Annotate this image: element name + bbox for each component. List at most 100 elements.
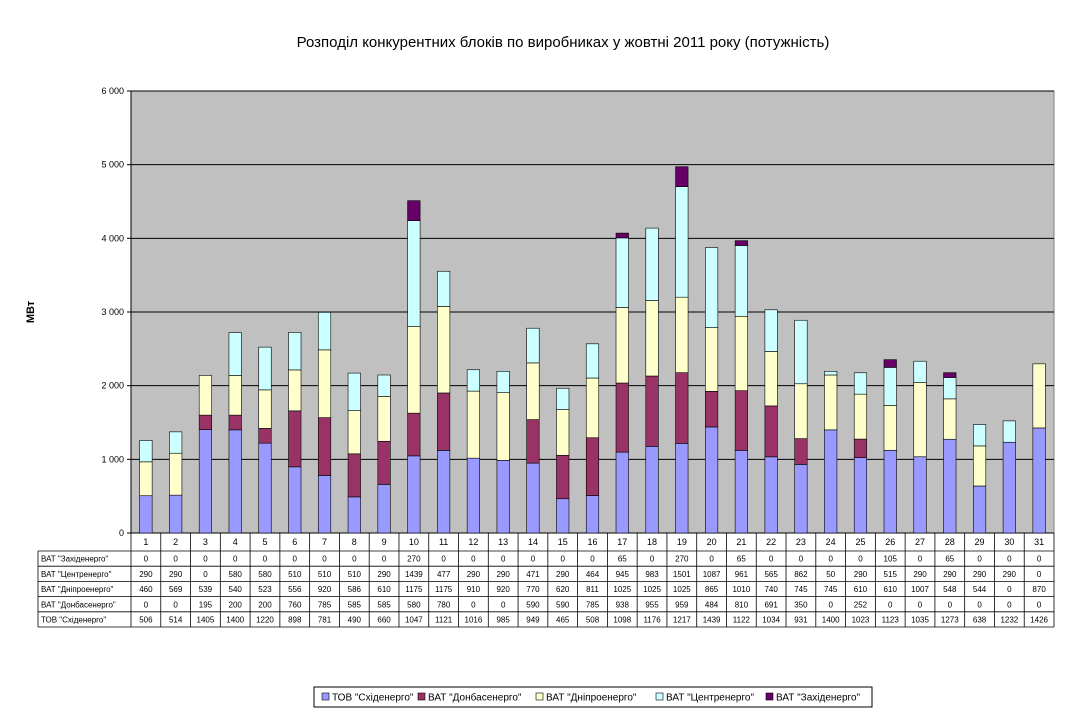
x-tick-label: 10 <box>409 537 419 547</box>
table-cell: 460 <box>139 585 153 594</box>
bar-segment <box>824 374 838 431</box>
x-tick-label: 2 <box>173 537 178 547</box>
table-cell: 0 <box>203 555 208 564</box>
bar-segment <box>913 456 927 534</box>
bar-segment <box>675 443 689 534</box>
bar-segment <box>347 410 361 455</box>
bar-segment <box>853 457 868 534</box>
table-cell: 290 <box>139 570 153 579</box>
bar-segment <box>288 466 302 534</box>
table-cell: 1175 <box>435 585 453 594</box>
table-cell: 252 <box>854 600 868 609</box>
table-cell: 1016 <box>465 616 483 625</box>
table-cell: 556 <box>288 585 302 594</box>
bar-segment <box>883 449 897 534</box>
table-cell: 105 <box>884 555 898 564</box>
table-cell: 484 <box>705 600 719 609</box>
bar-segment <box>943 398 957 440</box>
bars <box>139 166 1046 534</box>
table-cell: 638 <box>973 616 987 625</box>
table-cell: 523 <box>258 585 272 594</box>
y-tick-label: 4 000 <box>101 233 124 243</box>
x-tick-label: 6 <box>292 537 297 547</box>
bar-segment <box>198 429 212 534</box>
table-cell: 290 <box>973 570 987 579</box>
y-tick-label: 2 000 <box>101 381 124 391</box>
bar-segment <box>407 326 421 414</box>
x-tick-label: 25 <box>855 537 865 547</box>
legend-swatch <box>417 692 426 701</box>
bar-segment <box>794 438 808 465</box>
table-cell: 1405 <box>197 616 215 625</box>
table-cell: 0 <box>501 600 506 609</box>
bar-segment <box>1032 363 1046 429</box>
table-cell: 770 <box>526 585 540 594</box>
table-cell: 510 <box>318 570 332 579</box>
bar-segment <box>228 332 242 376</box>
table-cell: 985 <box>496 616 510 625</box>
table-row-label: ВАТ "Дніпроенерго" <box>41 585 114 594</box>
table-cell: 580 <box>258 570 272 579</box>
bar-segment <box>377 374 391 397</box>
table-cell: 610 <box>884 585 898 594</box>
bar-segment <box>705 247 719 328</box>
bar-segment <box>883 405 897 451</box>
x-tick-label: 16 <box>587 537 597 547</box>
table-cell: 1439 <box>405 570 423 579</box>
bar-segment <box>169 431 183 454</box>
x-tick-label: 29 <box>975 537 985 547</box>
legend-label: ВАТ "Центренерго" <box>666 693 754 704</box>
bar-segment <box>585 437 600 496</box>
x-tick-label: 5 <box>262 537 267 547</box>
bar-segment <box>883 367 897 406</box>
table-cell: 0 <box>322 555 327 564</box>
bar-segment <box>853 393 868 440</box>
table-cell: 465 <box>556 616 570 625</box>
bar-segment <box>526 419 540 464</box>
table-cell: 1426 <box>1030 616 1048 625</box>
bar-segment <box>288 410 302 468</box>
bar-segment <box>139 495 153 534</box>
table-cell: 0 <box>560 555 565 564</box>
table-cell: 586 <box>348 585 362 594</box>
table-cell: 691 <box>764 600 778 609</box>
table-cell: 745 <box>794 585 808 594</box>
bar-segment <box>705 426 719 534</box>
bar-segment <box>824 429 838 534</box>
bar-segment <box>1032 427 1046 534</box>
table-cell: 0 <box>531 555 536 564</box>
table-cell: 290 <box>1003 570 1017 579</box>
x-tick-label: 23 <box>796 537 806 547</box>
x-tick-label: 9 <box>382 537 387 547</box>
table-cell: 580 <box>407 600 421 609</box>
table-cell: 65 <box>618 555 627 564</box>
table-cell: 510 <box>288 570 302 579</box>
table-row-label: ВАТ "Західенерго" <box>41 555 108 564</box>
table-cell: 785 <box>318 600 332 609</box>
table-cell: 290 <box>943 570 957 579</box>
bar-segment <box>615 382 629 453</box>
bar-segment <box>556 498 570 534</box>
table-cell: 290 <box>467 570 481 579</box>
table-cell: 610 <box>377 585 391 594</box>
x-tick-label: 4 <box>233 537 238 547</box>
bar-segment <box>347 496 361 534</box>
table-cell: 0 <box>888 600 893 609</box>
table-cell: 1273 <box>941 616 959 625</box>
bar-segment <box>943 438 957 534</box>
bar-segment <box>556 409 570 456</box>
x-tick-label: 20 <box>707 537 717 547</box>
table-cell: 0 <box>1037 570 1042 579</box>
table-cell: 781 <box>318 616 332 625</box>
table-cell: 590 <box>556 600 570 609</box>
table-cell: 810 <box>735 600 749 609</box>
table-cell: 1501 <box>673 570 691 579</box>
bar-segment <box>317 311 332 351</box>
table-cell: 983 <box>645 570 659 579</box>
bar-segment <box>437 392 451 451</box>
table-cell: 65 <box>945 555 954 564</box>
legend-swatch <box>655 692 664 701</box>
bar-segment <box>853 438 868 458</box>
bar-segment <box>288 369 302 412</box>
